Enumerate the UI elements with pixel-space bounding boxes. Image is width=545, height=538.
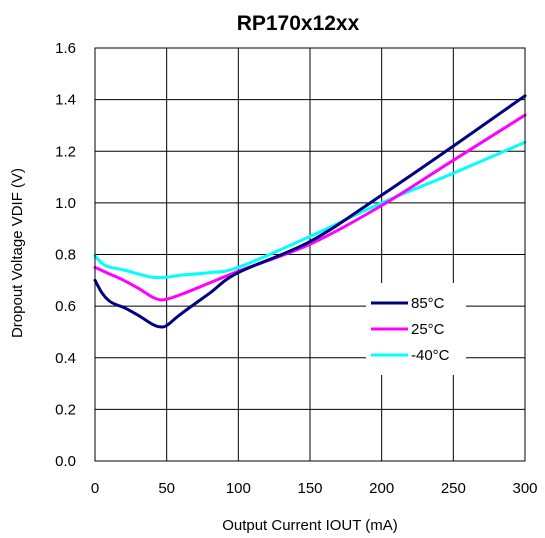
y-tick-labels: 0.0 0.2 0.4 0.6 0.8 1.0 1.2 1.4 1.6 — [55, 40, 76, 470]
plot-area — [94, 47, 526, 462]
series-lines — [93, 94, 527, 329]
legend-label-minus-40c: -40°C — [411, 347, 450, 364]
x-tick-label: 200 — [369, 480, 394, 497]
y-tick-label: 0.4 — [55, 350, 76, 367]
y-tick-label: 1.4 — [55, 92, 76, 109]
y-tick-label: 1.6 — [55, 40, 76, 57]
y-tick-label: 0.6 — [55, 298, 76, 315]
legend-label-85c: 85°C — [411, 295, 445, 312]
series-line-85c — [93, 94, 527, 329]
y-tick-label: 1.2 — [55, 143, 76, 160]
grid — [94, 47, 526, 462]
series-line-25c — [93, 113, 527, 302]
legend-label-25c: 25°C — [411, 321, 445, 338]
x-tick-labels: 0 50 100 150 200 250 300 — [91, 480, 538, 497]
y-tick-label: 0.8 — [55, 247, 76, 264]
x-tick-label: 150 — [297, 480, 322, 497]
x-tick-label: 300 — [512, 480, 537, 497]
chart-title: RP170x12xx — [237, 12, 360, 35]
legend: 85°C 25°C -40°C — [366, 283, 466, 375]
y-tick-label: 0.2 — [55, 401, 76, 418]
x-tick-label: 0 — [91, 480, 99, 497]
x-axis-label: Output Current IOUT (mA) — [222, 517, 398, 534]
y-axis-label: Dropout Voltage VDIF (V) — [9, 168, 26, 338]
x-tick-label: 250 — [441, 480, 466, 497]
series-line-minus-40c — [93, 140, 527, 280]
y-tick-label: 0.0 — [55, 453, 76, 470]
y-tick-label: 1.0 — [55, 195, 76, 212]
x-tick-label: 100 — [226, 480, 251, 497]
x-tick-label: 50 — [158, 480, 175, 497]
